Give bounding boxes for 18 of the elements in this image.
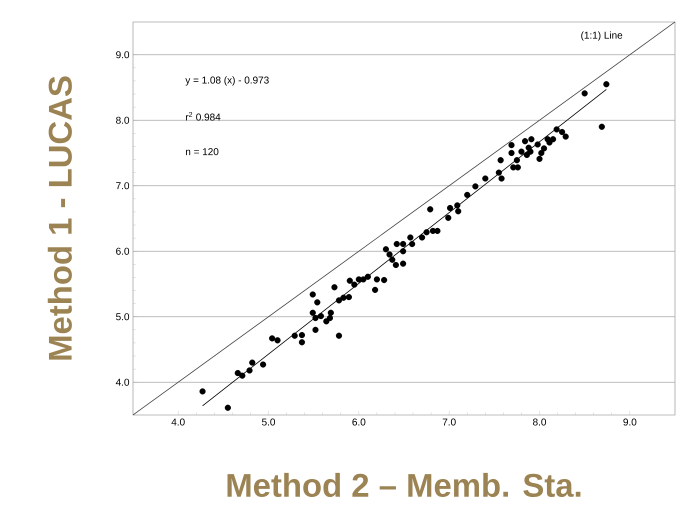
y-tick-label: 4.0: [116, 378, 130, 386]
y-axis-title: Method 1 - LUCAS: [48, 76, 72, 360]
y-tick-label: 9.0: [116, 51, 130, 58]
y-tick-label: 8.0: [116, 116, 130, 124]
x-tick-label: 4.0: [171, 418, 185, 426]
x-tick-label: 9.0: [623, 418, 636, 426]
y-tick-label: 6.0: [116, 248, 130, 255]
x-tick-label: 5.0: [262, 418, 276, 426]
x-tick-label: 7.0: [442, 418, 456, 426]
annotation: r$^{2}$ 0.984: [186, 112, 220, 121]
x-tick-label: 6.0: [352, 418, 366, 426]
y-tick-label: 7.0: [116, 182, 130, 190]
annotation: (1:1) Line: [581, 31, 622, 41]
y-tick-label: 5.0: [116, 313, 130, 320]
annotation: y = 1.08 (x) - 0.973: [185, 76, 269, 86]
x-tick-label: 8.0: [533, 418, 546, 426]
annotation: n = 120: [186, 148, 218, 156]
x-axis-title: Method 2 – Memb. Sta.: [227, 472, 580, 498]
